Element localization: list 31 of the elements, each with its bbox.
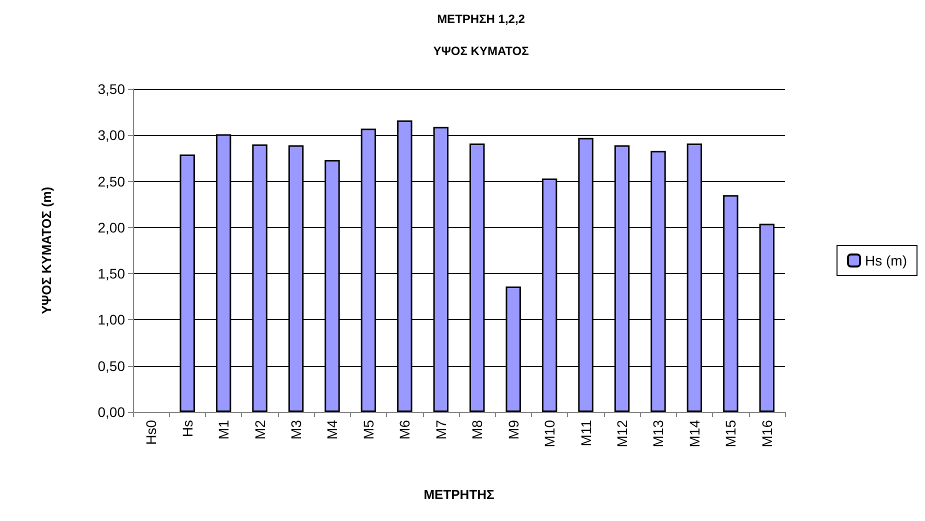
x-tick-label: M12 [614, 420, 630, 448]
x-tick-label: Hs [179, 420, 196, 438]
y-tick-label: 0,00 [98, 404, 126, 420]
y-tick-label: 0,50 [98, 358, 126, 374]
x-tick-label: M1 [216, 420, 232, 440]
y-tick-label: 1,00 [98, 312, 126, 328]
x-tick-label: M15 [722, 420, 739, 448]
x-tick-label: Hs0 [143, 420, 160, 445]
chart-title: ΜΕΤΡΗΣΗ 1,2,2 [437, 12, 526, 26]
x-tick-label: M3 [288, 420, 304, 440]
x-tick-label: M14 [686, 420, 702, 448]
x-tick-label: M10 [542, 420, 558, 448]
y-tick-label: 2,50 [98, 173, 126, 190]
y-tick-label: 3,50 [98, 81, 126, 97]
x-tick-label: M16 [758, 420, 775, 448]
x-tick-label: M6 [396, 420, 413, 440]
x-tick-label: M7 [432, 420, 449, 440]
chart-subtitle: ΥΨΟΣ ΚΥΜΑΤΟΣ [433, 44, 529, 58]
x-tick-label: M11 [578, 420, 594, 446]
x-tick-label: M9 [505, 420, 522, 440]
y-tick-label: 3,00 [98, 127, 126, 144]
y-tick-label: 2,00 [98, 219, 126, 236]
x-tick-label: M8 [469, 420, 486, 440]
y-axis-title: ΥΨΟΣ ΚΥΜΑΤΟΣ (m) [39, 186, 54, 314]
y-tick-label: 1,50 [98, 266, 126, 282]
legend-label: Hs (m) [865, 252, 908, 268]
x-tick-label: M13 [650, 420, 666, 448]
x-tick-label: M2 [252, 420, 268, 440]
x-axis-title: ΜΕΤΡΗΤΗΣ [424, 487, 495, 502]
x-tick-label: M5 [360, 420, 376, 440]
x-tick-label: M4 [324, 420, 340, 440]
